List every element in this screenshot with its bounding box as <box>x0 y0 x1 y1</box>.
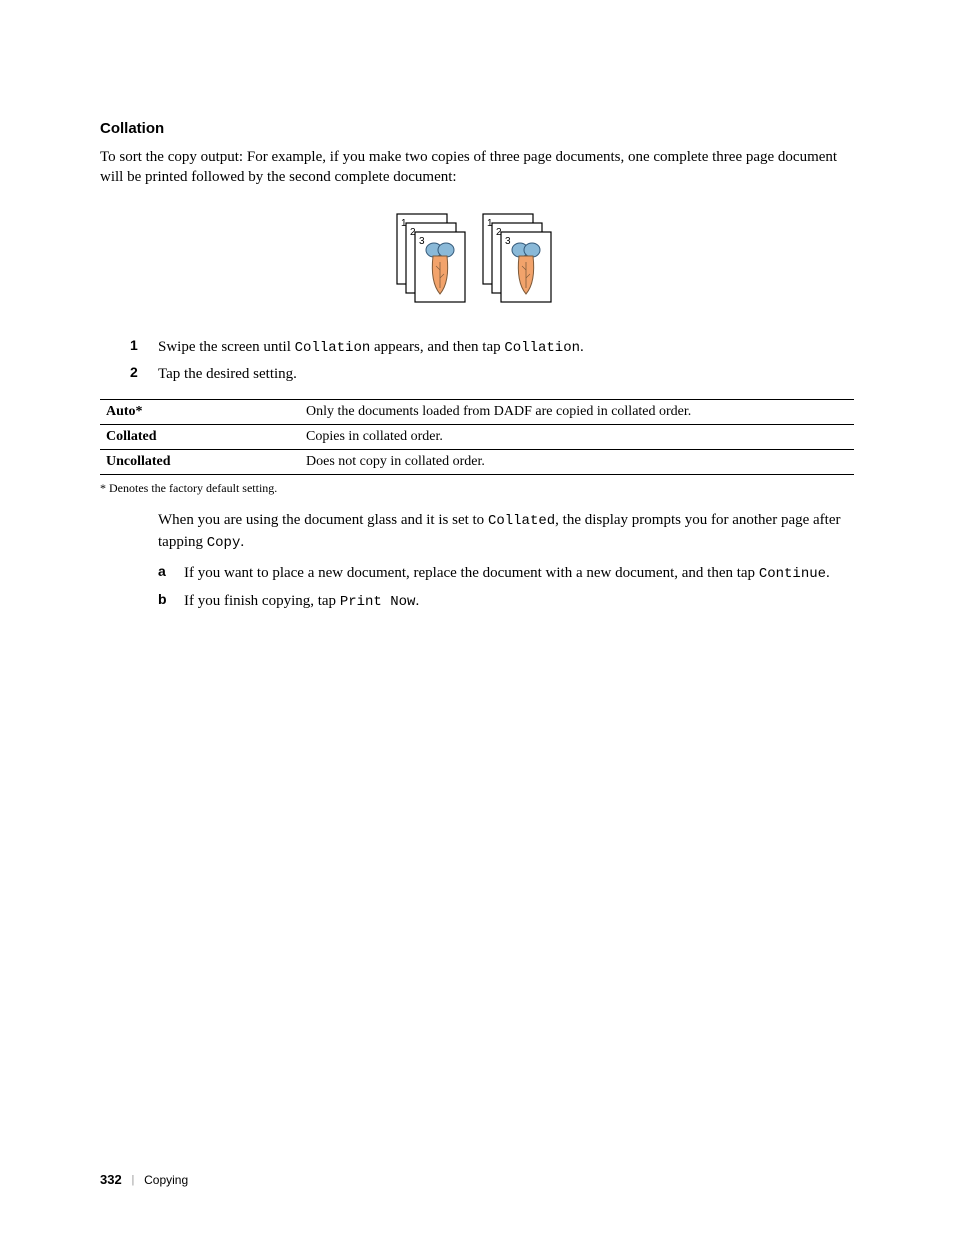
footnote: * Denotes the factory default setting. <box>100 481 854 496</box>
substep-body: If you want to place a new document, rep… <box>184 563 830 585</box>
setting-desc: Only the documents loaded from DADF are … <box>300 400 854 425</box>
note-text: When you are using the document glass an… <box>158 512 488 528</box>
note-text: . <box>240 534 244 550</box>
step-number: 1 <box>130 337 158 359</box>
page-footer: 332 | Copying <box>100 1172 188 1187</box>
setting-label: Auto* <box>100 400 300 425</box>
step-text: appears, and then tap <box>370 339 504 355</box>
footer-separator: | <box>132 1172 134 1187</box>
substep-letter: b <box>158 591 184 613</box>
table-row: Uncollated Does not copy in collated ord… <box>100 450 854 475</box>
code-text: Collation <box>504 340 580 356</box>
step-text: Swipe the screen until <box>158 339 295 355</box>
setting-label: Collated <box>100 425 300 450</box>
code-text: Continue <box>759 566 826 582</box>
step-1: 1 Swipe the screen until Collation appea… <box>100 337 854 359</box>
setting-label: Uncollated <box>100 450 300 475</box>
chapter-name: Copying <box>144 1173 188 1187</box>
svg-text:3: 3 <box>419 236 425 247</box>
setting-desc: Copies in collated order. <box>300 425 854 450</box>
diagram-svg: 1 2 3 <box>387 208 567 308</box>
setting-desc: Does not copy in collated order. <box>300 450 854 475</box>
code-text: Collated <box>488 513 555 529</box>
table-row: Auto* Only the documents loaded from DAD… <box>100 400 854 425</box>
substep-text: . <box>415 593 419 609</box>
step-text: . <box>580 339 584 355</box>
section-heading: Collation <box>100 120 854 137</box>
note-paragraph: When you are using the document glass an… <box>100 510 854 553</box>
page-number: 332 <box>100 1172 122 1187</box>
code-text: Print Now <box>340 594 416 610</box>
substep-text: If you finish copying, tap <box>184 593 340 609</box>
substep-text: If you want to place a new document, rep… <box>184 565 759 581</box>
code-text: Collation <box>295 340 371 356</box>
step-body: Tap the desired setting. <box>158 364 297 385</box>
intro-paragraph: To sort the copy output: For example, if… <box>100 147 854 188</box>
settings-table: Auto* Only the documents loaded from DAD… <box>100 399 854 475</box>
table-row: Collated Copies in collated order. <box>100 425 854 450</box>
page-content: Collation To sort the copy output: For e… <box>0 0 954 612</box>
substep-a: a If you want to place a new document, r… <box>100 563 854 585</box>
step-number: 2 <box>130 364 158 385</box>
svg-text:3: 3 <box>505 236 511 247</box>
step-2: 2 Tap the desired setting. <box>100 364 854 385</box>
step-body: Swipe the screen until Collation appears… <box>158 337 584 359</box>
substep-letter: a <box>158 563 184 585</box>
substep-b: b If you finish copying, tap Print Now. <box>100 591 854 613</box>
substep-body: If you finish copying, tap Print Now. <box>184 591 419 613</box>
code-text: Copy <box>207 535 241 551</box>
substep-text: . <box>826 565 830 581</box>
collation-diagram: 1 2 3 <box>100 208 854 313</box>
